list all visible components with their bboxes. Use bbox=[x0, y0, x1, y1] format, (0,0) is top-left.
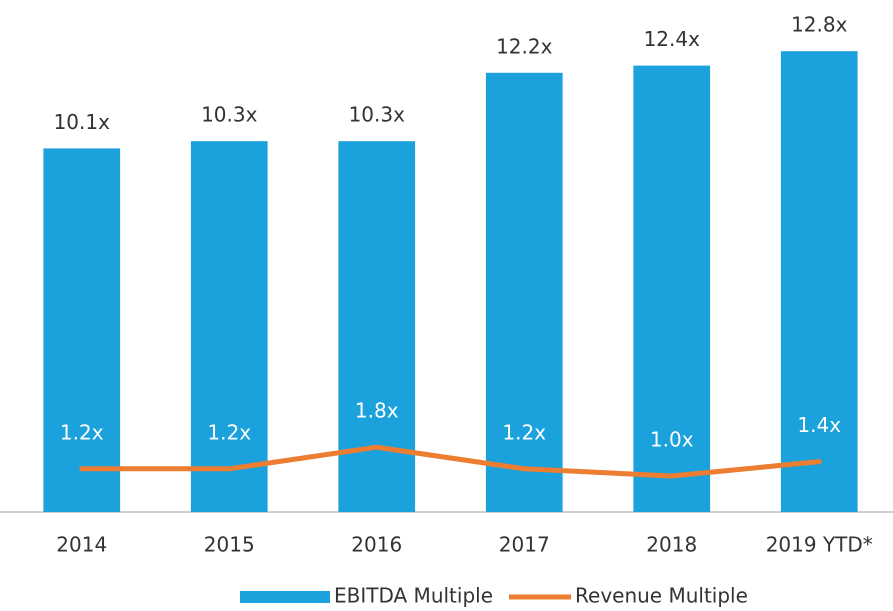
x-tick-label: 2015 bbox=[204, 533, 255, 557]
bar bbox=[780, 51, 858, 512]
data-label: 10.3x bbox=[349, 103, 406, 127]
bar bbox=[338, 141, 416, 512]
bar bbox=[43, 148, 121, 512]
x-tick-label: 2017 bbox=[499, 533, 550, 557]
line bbox=[79, 444, 822, 479]
legend-label: Revenue Multiple bbox=[575, 584, 748, 608]
data-label: 1.8x bbox=[355, 399, 399, 423]
data-label: 10.1x bbox=[54, 110, 111, 134]
data-label: 12.8x bbox=[791, 13, 848, 37]
data-label: 1.2x bbox=[207, 420, 251, 444]
bar bbox=[485, 72, 563, 513]
data-label: 10.3x bbox=[201, 103, 258, 127]
data-label: 1.2x bbox=[502, 420, 546, 444]
x-tick-label: 2019 YTD* bbox=[766, 533, 873, 557]
data-label: 1.0x bbox=[650, 428, 694, 452]
bar bbox=[190, 141, 268, 512]
data-label: 1.2x bbox=[60, 420, 104, 444]
x-tick-label: 2016 bbox=[351, 533, 402, 557]
data-label: 12.4x bbox=[644, 27, 701, 51]
legend-label: EBITDA Multiple bbox=[334, 584, 493, 608]
data-label: 12.2x bbox=[496, 34, 553, 58]
data-label: 1.4x bbox=[797, 413, 841, 437]
x-tick-label: 2014 bbox=[56, 533, 107, 557]
bar bbox=[633, 65, 711, 512]
x-tick-label: 2018 bbox=[646, 533, 697, 557]
legend-swatch bbox=[240, 591, 330, 603]
